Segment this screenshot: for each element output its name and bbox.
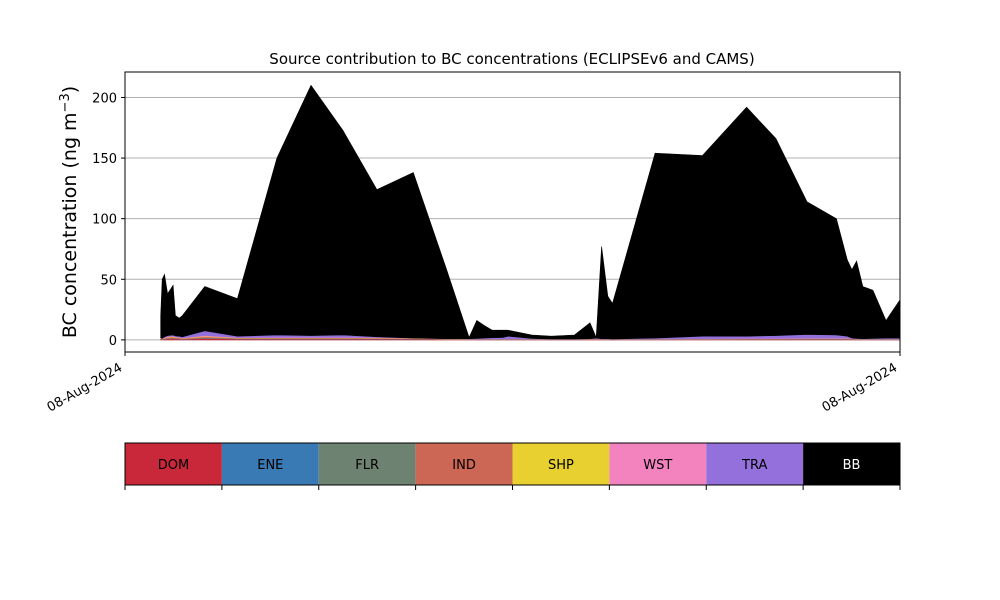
y-axis-label-superscript: −3 (58, 93, 73, 112)
y-tick-label-50: 50 (100, 273, 117, 288)
legend-label-wst: WST (643, 458, 672, 473)
y-tick-label-150: 150 (92, 152, 117, 167)
y-tick-label-200: 200 (92, 91, 117, 106)
legend-swatch-bb (803, 443, 900, 485)
chart-title: Source contribution to BC concentrations… (269, 50, 754, 68)
legend-swatch-shp (512, 443, 610, 485)
legend-label-flr: FLR (355, 458, 379, 473)
chart-area: Source contribution to BC concentrations… (45, 50, 901, 416)
legend-swatch-ene (221, 443, 319, 485)
legend-label-ind: IND (452, 458, 476, 473)
series-layers (160, 84, 901, 341)
legend-label-ene: ENE (257, 458, 283, 473)
legend-frame (124, 442, 901, 486)
area-bb (160, 84, 901, 340)
x-axis-ticks: 08-Aug-2024 08-Aug-2024 (45, 352, 901, 416)
y-axis-label-main: BC concentration (ng m (59, 112, 81, 338)
legend-swatch-wst (609, 443, 707, 485)
legend-label-tra: TRA (741, 458, 767, 473)
y-tick-label-0: 0 (109, 334, 117, 349)
legend-swatch-ind (415, 443, 513, 485)
legend-swatch-dom (125, 443, 222, 485)
legend-label-dom: DOM (158, 458, 189, 473)
plot-frame (124, 71, 901, 353)
y-axis-label-tail: ) (59, 86, 81, 93)
x-tick-label-0: 08-Aug-2024 (45, 360, 125, 415)
legend-swatch-flr (318, 443, 416, 485)
y-axis-ticks: 0 50 100 150 200 (92, 91, 125, 349)
legend: DOM ENE FLR IND SHP WST TRA BB (124, 442, 901, 490)
legend-label-bb: BB (843, 458, 861, 473)
legend-swatch-tra (706, 443, 804, 485)
y-axis-label: BC concentration (ng m−3) (58, 86, 82, 338)
x-tick-label-1: 08-Aug-2024 (820, 360, 900, 415)
y-tick-label-100: 100 (92, 213, 117, 228)
legend-label-shp: SHP (548, 458, 574, 473)
